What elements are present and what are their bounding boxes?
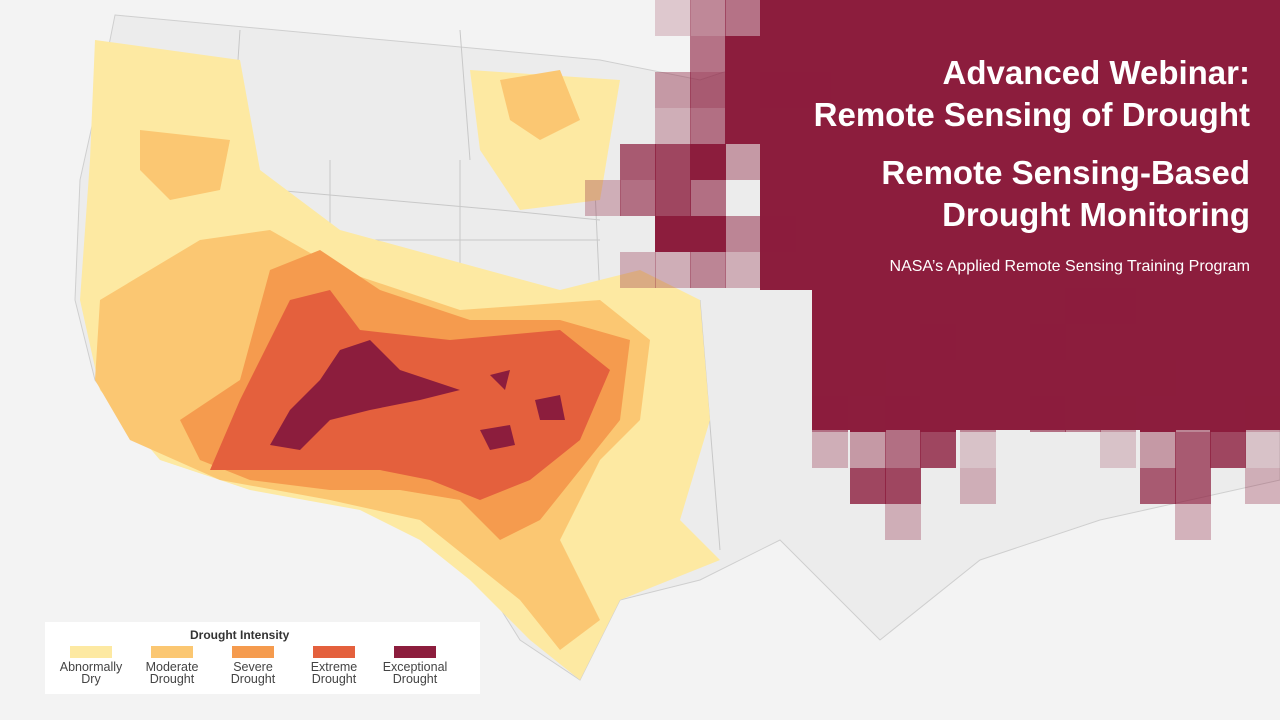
mosaic-tile <box>620 180 656 216</box>
mosaic-tile <box>690 144 726 180</box>
legend-item: Severe Drought <box>213 646 293 685</box>
mosaic-tile <box>1140 468 1176 504</box>
drought-areas <box>80 40 720 680</box>
legend-label: Severe Drought <box>230 660 276 686</box>
legend-title: Drought Intensity <box>190 628 290 642</box>
mosaic-tile <box>1245 396 1280 432</box>
legend-item: Exceptional Drought <box>375 646 455 685</box>
mosaic-tile <box>1175 468 1211 504</box>
legend-swatch <box>232 646 274 658</box>
mosaic-tile <box>725 252 761 288</box>
mosaic-tile <box>690 72 726 108</box>
subtitle: Remote Sensing-Based Drought Monitoring <box>881 152 1250 236</box>
mosaic-tile <box>812 432 848 468</box>
mosaic-tile <box>620 144 656 180</box>
mosaic-tile <box>1065 396 1101 432</box>
mosaic-tile <box>1175 396 1211 432</box>
mosaic-tile <box>1175 504 1211 540</box>
mosaic-tile <box>850 468 886 504</box>
mosaic-tile <box>1065 288 1101 324</box>
title-panel <box>760 0 1280 290</box>
mosaic-tile <box>655 252 691 288</box>
mosaic-tile <box>1245 432 1280 468</box>
mosaic-tile <box>725 216 761 252</box>
mosaic-tile <box>1030 396 1066 432</box>
mosaic-tile <box>960 432 996 468</box>
mosaic-tile <box>655 144 691 180</box>
mosaic-tile <box>725 0 761 36</box>
legend-label: Moderate Drought <box>145 660 199 686</box>
mosaic-tile <box>1175 432 1211 468</box>
mosaic-tile <box>655 108 691 144</box>
mosaic-tile <box>655 216 691 252</box>
mosaic-tile <box>620 252 656 288</box>
mosaic-tile <box>885 432 921 468</box>
mosaic-tile <box>655 0 691 36</box>
mosaic-tile <box>885 504 921 540</box>
legend-item: Moderate Drought <box>132 646 212 685</box>
mosaic-tile <box>1210 396 1246 432</box>
mosaic-tile <box>1140 396 1176 432</box>
legend-item: Extreme Drought <box>294 646 374 685</box>
legend-swatch <box>313 646 355 658</box>
mosaic-tile <box>920 324 956 360</box>
mosaic-tile <box>760 216 796 252</box>
mosaic-tile <box>795 72 831 108</box>
mosaic-tile <box>690 216 726 252</box>
mosaic-tile <box>960 468 996 504</box>
mosaic-tile <box>885 396 921 432</box>
legend: Drought Intensity Abnormally Dry Moderate… <box>45 622 480 694</box>
mosaic-tile <box>1245 468 1280 504</box>
mosaic-tile <box>960 396 996 432</box>
mosaic-tile <box>760 72 796 108</box>
mosaic-tile <box>850 396 886 432</box>
mosaic-tile <box>725 72 761 108</box>
mosaic-tile <box>760 36 796 72</box>
mosaic-tile <box>1100 396 1136 432</box>
legend-label: Extreme Drought <box>310 660 358 686</box>
legend-swatch <box>394 646 436 658</box>
pixel-mosaic <box>585 0 1280 540</box>
mosaic-tile <box>1100 288 1136 324</box>
mosaic-tile <box>690 0 726 36</box>
legend-item: Abnormally Dry <box>51 646 131 685</box>
mosaic-tile <box>920 396 956 432</box>
mosaic-tile <box>920 432 956 468</box>
mosaic-tile <box>1140 360 1176 396</box>
mosaic-tile <box>585 180 621 216</box>
mosaic-tile <box>690 108 726 144</box>
mosaic-tile <box>725 108 761 144</box>
mosaic-tile <box>655 72 691 108</box>
mosaic-tile <box>885 468 921 504</box>
title-line: Remote Sensing of Drought <box>813 96 1250 133</box>
legend-label: Abnormally Dry <box>59 660 123 686</box>
mosaic-tile <box>725 144 761 180</box>
title-line: Advanced Webinar: <box>942 54 1250 91</box>
legend-swatch <box>151 646 193 658</box>
mosaic-tile <box>1140 432 1176 468</box>
mosaic-tile <box>690 36 726 72</box>
mosaic-tile <box>850 360 886 396</box>
mosaic-tile <box>850 432 886 468</box>
mosaic-tile <box>1210 432 1246 468</box>
legend-label: Exceptional Drought <box>382 660 448 686</box>
mosaic-tile <box>690 180 726 216</box>
mosaic-tile <box>1030 324 1066 360</box>
mosaic-tile <box>725 36 761 72</box>
mosaic-tile <box>1100 432 1136 468</box>
subtitle-line: Remote Sensing-Based <box>881 154 1250 191</box>
subtitle-line: Drought Monitoring <box>942 196 1250 233</box>
mosaic-tile <box>812 396 848 432</box>
mosaic-tile <box>690 252 726 288</box>
mosaic-tile <box>1210 324 1246 360</box>
title: Advanced Webinar: Remote Sensing of Drou… <box>814 52 1250 136</box>
program-name: NASA’s Applied Remote Sensing Training P… <box>889 258 1250 275</box>
mosaic-tile <box>655 180 691 216</box>
legend-swatch <box>70 646 112 658</box>
